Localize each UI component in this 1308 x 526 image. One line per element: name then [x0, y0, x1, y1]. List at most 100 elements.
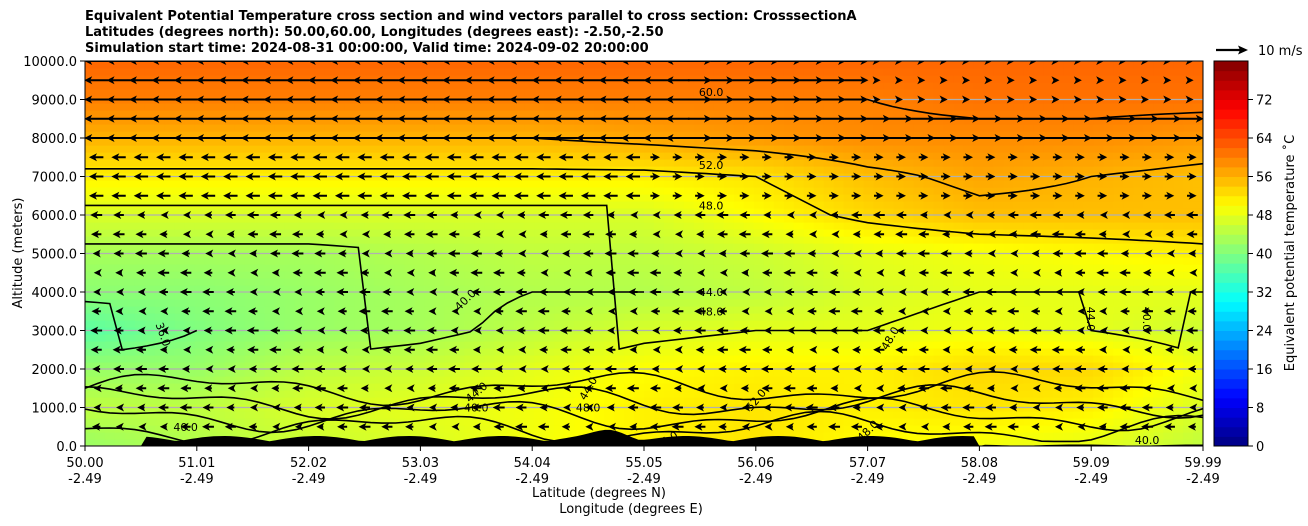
field-cell: [604, 390, 615, 398]
field-cell: [903, 299, 915, 307]
field-cell: [244, 320, 256, 328]
field-cell: [224, 208, 236, 216]
field-cell: [144, 229, 156, 237]
field-cell: [424, 131, 435, 139]
field-cell: [883, 243, 895, 251]
field-cell: [1103, 159, 1114, 167]
field-cell: [254, 159, 266, 167]
field-cell: [813, 201, 825, 209]
field-cell: [893, 138, 905, 146]
field-cell: [334, 432, 346, 440]
field-cell: [104, 236, 116, 244]
field-cell: [833, 299, 845, 307]
field-cell: [863, 264, 875, 272]
field-cell: [773, 271, 785, 279]
field-cell: [1093, 299, 1104, 307]
field-cell: [1023, 180, 1034, 188]
field-cell: [414, 166, 425, 174]
field-cell: [1043, 432, 1054, 440]
field-cell: [144, 432, 156, 440]
field-cell: [174, 180, 186, 188]
field-cell: [823, 166, 835, 174]
field-cell: [743, 390, 755, 398]
field-cell: [294, 194, 306, 202]
field-cell: [933, 299, 945, 307]
field-cell: [1023, 432, 1034, 440]
field-cell: [394, 222, 406, 230]
field-cell: [983, 397, 994, 405]
field-cell: [394, 285, 406, 293]
field-cell: [354, 152, 366, 160]
field-cell: [733, 257, 745, 265]
field-cell: [444, 348, 455, 356]
field-cell: [1143, 187, 1154, 195]
field-cell: [254, 194, 266, 202]
field-cell: [953, 236, 965, 244]
field-cell: [374, 299, 386, 307]
field-cell: [514, 341, 525, 349]
field-cell: [893, 166, 905, 174]
field-cell: [254, 313, 266, 321]
field-cell: [214, 313, 226, 321]
field-cell: [104, 194, 116, 202]
field-cell: [803, 383, 815, 391]
field-cell: [1193, 313, 1203, 321]
field-cell: [1153, 292, 1164, 300]
field-cell: [424, 243, 435, 251]
field-cell: [174, 229, 186, 237]
field-cell: [304, 320, 316, 328]
field-cell: [374, 390, 386, 398]
field-cell: [444, 131, 455, 139]
field-cell: [1173, 320, 1184, 328]
field-cell: [933, 215, 945, 223]
field-cell: [1053, 432, 1064, 440]
field-cell: [1043, 208, 1054, 216]
field-cell: [404, 390, 416, 398]
field-cell: [444, 334, 455, 342]
field-cell: [833, 152, 845, 160]
field-cell: [1073, 278, 1084, 286]
field-cell: [903, 229, 915, 237]
field-cell: [274, 187, 286, 195]
field-cell: [1173, 439, 1184, 446]
field-cell: [873, 138, 885, 146]
field-cell: [224, 348, 236, 356]
field-cell: [85, 285, 96, 293]
field-cell: [354, 292, 366, 300]
field-cell: [344, 145, 356, 153]
field-cell: [803, 194, 815, 202]
field-cell: [833, 397, 845, 405]
field-cell: [863, 355, 875, 363]
field-cell: [733, 236, 745, 244]
field-cell: [923, 159, 935, 167]
field-cell: [1073, 362, 1084, 370]
field-cell: [264, 390, 276, 398]
field-cell: [893, 334, 905, 342]
field-cell: [134, 411, 146, 419]
field-cell: [773, 257, 785, 265]
field-cell: [923, 201, 935, 209]
field-cell: [474, 152, 485, 160]
field-cell: [913, 208, 925, 216]
field-cell: [1133, 201, 1144, 209]
field-cell: [234, 313, 246, 321]
field-cell: [793, 369, 805, 377]
field-cell: [544, 222, 555, 230]
field-cell: [354, 236, 366, 244]
field-cell: [673, 215, 685, 223]
field-cell: [983, 292, 994, 300]
field-cell: [254, 208, 266, 216]
field-cell: [1173, 159, 1184, 167]
field-cell: [574, 299, 585, 307]
field-cell: [1093, 152, 1104, 160]
field-cell: [1083, 278, 1094, 286]
field-cell: [554, 243, 565, 251]
field-cell: [853, 341, 865, 349]
field-cell: [863, 243, 875, 251]
field-cell: [863, 257, 875, 265]
field-cell: [454, 271, 465, 279]
field-cell: [853, 278, 865, 286]
field-cell: [963, 362, 975, 370]
field-cell: [394, 320, 406, 328]
field-cell: [474, 299, 485, 307]
